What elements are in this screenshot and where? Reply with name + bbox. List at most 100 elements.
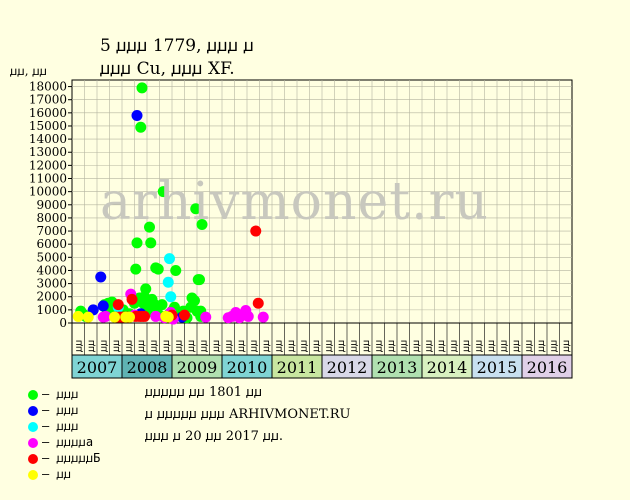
data-point <box>156 299 168 311</box>
quarter-label: ꙡꙡ <box>536 340 547 352</box>
year-label: 2011 <box>277 358 318 377</box>
legend-item: – ꙡꙡꙡꙡꙡБ <box>28 449 100 466</box>
year-cell <box>521 354 573 379</box>
y-tick-label: 4000 <box>36 263 67 277</box>
quarter-label: ꙡꙡ <box>423 340 434 352</box>
chart-title-line-1: 5 ꙡꙡꙡ 1779, ꙡꙡꙡ ꙡ <box>100 36 254 56</box>
y-tick-label: 8000 <box>36 211 67 225</box>
data-point <box>190 203 202 215</box>
legend-label: – ꙡꙡꙡꙡa <box>42 435 94 449</box>
legend-item: – ꙡꙡꙡ <box>28 417 78 434</box>
quarter-label: ꙡꙡ <box>161 340 172 352</box>
data-point <box>242 310 254 322</box>
quarter-label: ꙡꙡ <box>298 340 309 352</box>
y-tick-label: 12000 <box>29 158 67 172</box>
legend-swatch <box>28 453 38 464</box>
note-line-1: ꙡꙡꙡꙡꙡ ꙡꙡ 1801 ꙡꙡ <box>145 385 263 400</box>
data-point <box>162 276 174 288</box>
data-point <box>97 300 109 312</box>
data-point <box>139 310 150 322</box>
data-point <box>200 311 212 323</box>
data-point <box>257 311 269 323</box>
data-point <box>131 237 143 249</box>
quarter-label: ꙡꙡ <box>123 340 134 352</box>
quarter-label: ꙡꙡ <box>173 340 184 352</box>
quarter-label: ꙡꙡ <box>286 340 297 352</box>
data-point <box>109 311 120 323</box>
legend-label: – ꙡꙡꙡꙡꙡБ <box>42 451 101 465</box>
y-tick-label: 9000 <box>36 198 67 212</box>
data-point <box>130 263 142 275</box>
note-line-2: ꙡ ꙡꙡꙡꙡꙡ ꙡꙡꙡ ARHIVMONET.RU <box>145 407 351 422</box>
quarter-label: ꙡꙡ <box>348 340 359 352</box>
quarter-label: ꙡꙡ <box>98 340 109 352</box>
data-point <box>157 186 169 198</box>
year-label: 2013 <box>377 358 418 377</box>
quarter-label: ꙡꙡ <box>86 340 97 352</box>
y-tick-label: 18000 <box>29 80 67 94</box>
quarter-label: ꙡꙡ <box>436 340 447 352</box>
quarter-label: ꙡꙡ <box>148 340 159 352</box>
quarter-label: ꙡꙡ <box>186 340 197 352</box>
data-point <box>136 82 148 94</box>
legend-swatch <box>28 421 38 432</box>
data-point <box>170 264 182 276</box>
data-point <box>165 291 177 303</box>
quarter-label: ꙡꙡ <box>236 340 247 352</box>
quarter-label: ꙡꙡ <box>386 340 397 352</box>
legend-swatch <box>28 469 38 480</box>
y-tick-label: 2000 <box>36 290 67 304</box>
quarter-label: ꙡꙡ <box>248 340 259 352</box>
data-point <box>234 312 245 324</box>
y-tick-label: 3000 <box>36 277 67 291</box>
data-point <box>95 271 107 283</box>
legend-swatch <box>28 405 38 416</box>
data-point <box>82 311 94 323</box>
data-point <box>140 283 152 295</box>
y-axis-label: ꙡꙡ, ꙡꙡ <box>10 64 48 78</box>
y-tick-label: 7000 <box>36 224 67 238</box>
quarter-label: ꙡꙡ <box>548 340 559 352</box>
quarter-label: ꙡꙡ <box>461 340 472 352</box>
quarter-label: ꙡꙡ <box>498 340 509 352</box>
y-tick-label: 15000 <box>29 119 67 133</box>
quarter-label: ꙡꙡ <box>211 340 222 352</box>
data-point <box>164 253 175 265</box>
legend-swatch <box>28 389 38 400</box>
quarter-label: ꙡꙡ <box>273 340 284 352</box>
legend-item: – ꙡꙡꙡꙡa <box>28 433 93 450</box>
data-point <box>126 293 138 305</box>
year-label: 2007 <box>77 358 118 377</box>
data-point <box>145 237 157 249</box>
y-tick-label: 11000 <box>29 172 67 186</box>
quarter-label: ꙡꙡ <box>73 340 84 352</box>
data-point <box>131 109 143 121</box>
data-point <box>250 225 262 237</box>
year-label: 2008 <box>127 358 168 377</box>
quarter-label: ꙡꙡ <box>523 340 534 352</box>
year-label: 2015 <box>477 358 518 377</box>
data-point <box>100 310 112 322</box>
year-label: 2016 <box>527 358 568 377</box>
quarter-label: ꙡꙡ <box>448 340 459 352</box>
year-label: 2009 <box>177 358 218 377</box>
data-point <box>179 309 190 321</box>
quarter-label: ꙡꙡ <box>473 340 484 352</box>
quarter-label: ꙡꙡ <box>411 340 422 352</box>
legend-label: – ꙡꙡꙡ <box>42 403 79 417</box>
legend-item: – ꙡꙡꙡ <box>28 401 78 418</box>
data-point <box>196 218 208 230</box>
legend-item: – ꙡꙡꙡ <box>28 385 78 402</box>
y-tick-label: 1000 <box>36 303 67 317</box>
year-label: 2014 <box>427 358 468 377</box>
data-point <box>124 311 135 323</box>
quarter-label: ꙡꙡ <box>261 340 272 352</box>
y-tick-label: 0 <box>59 316 67 330</box>
quarter-label: ꙡꙡ <box>511 340 522 352</box>
y-tick-label: 5000 <box>36 250 67 264</box>
data-point <box>112 299 124 311</box>
data-point <box>152 263 164 275</box>
legend-label: – ꙡꙡꙡ <box>42 419 79 433</box>
quarter-label: ꙡꙡ <box>311 340 322 352</box>
